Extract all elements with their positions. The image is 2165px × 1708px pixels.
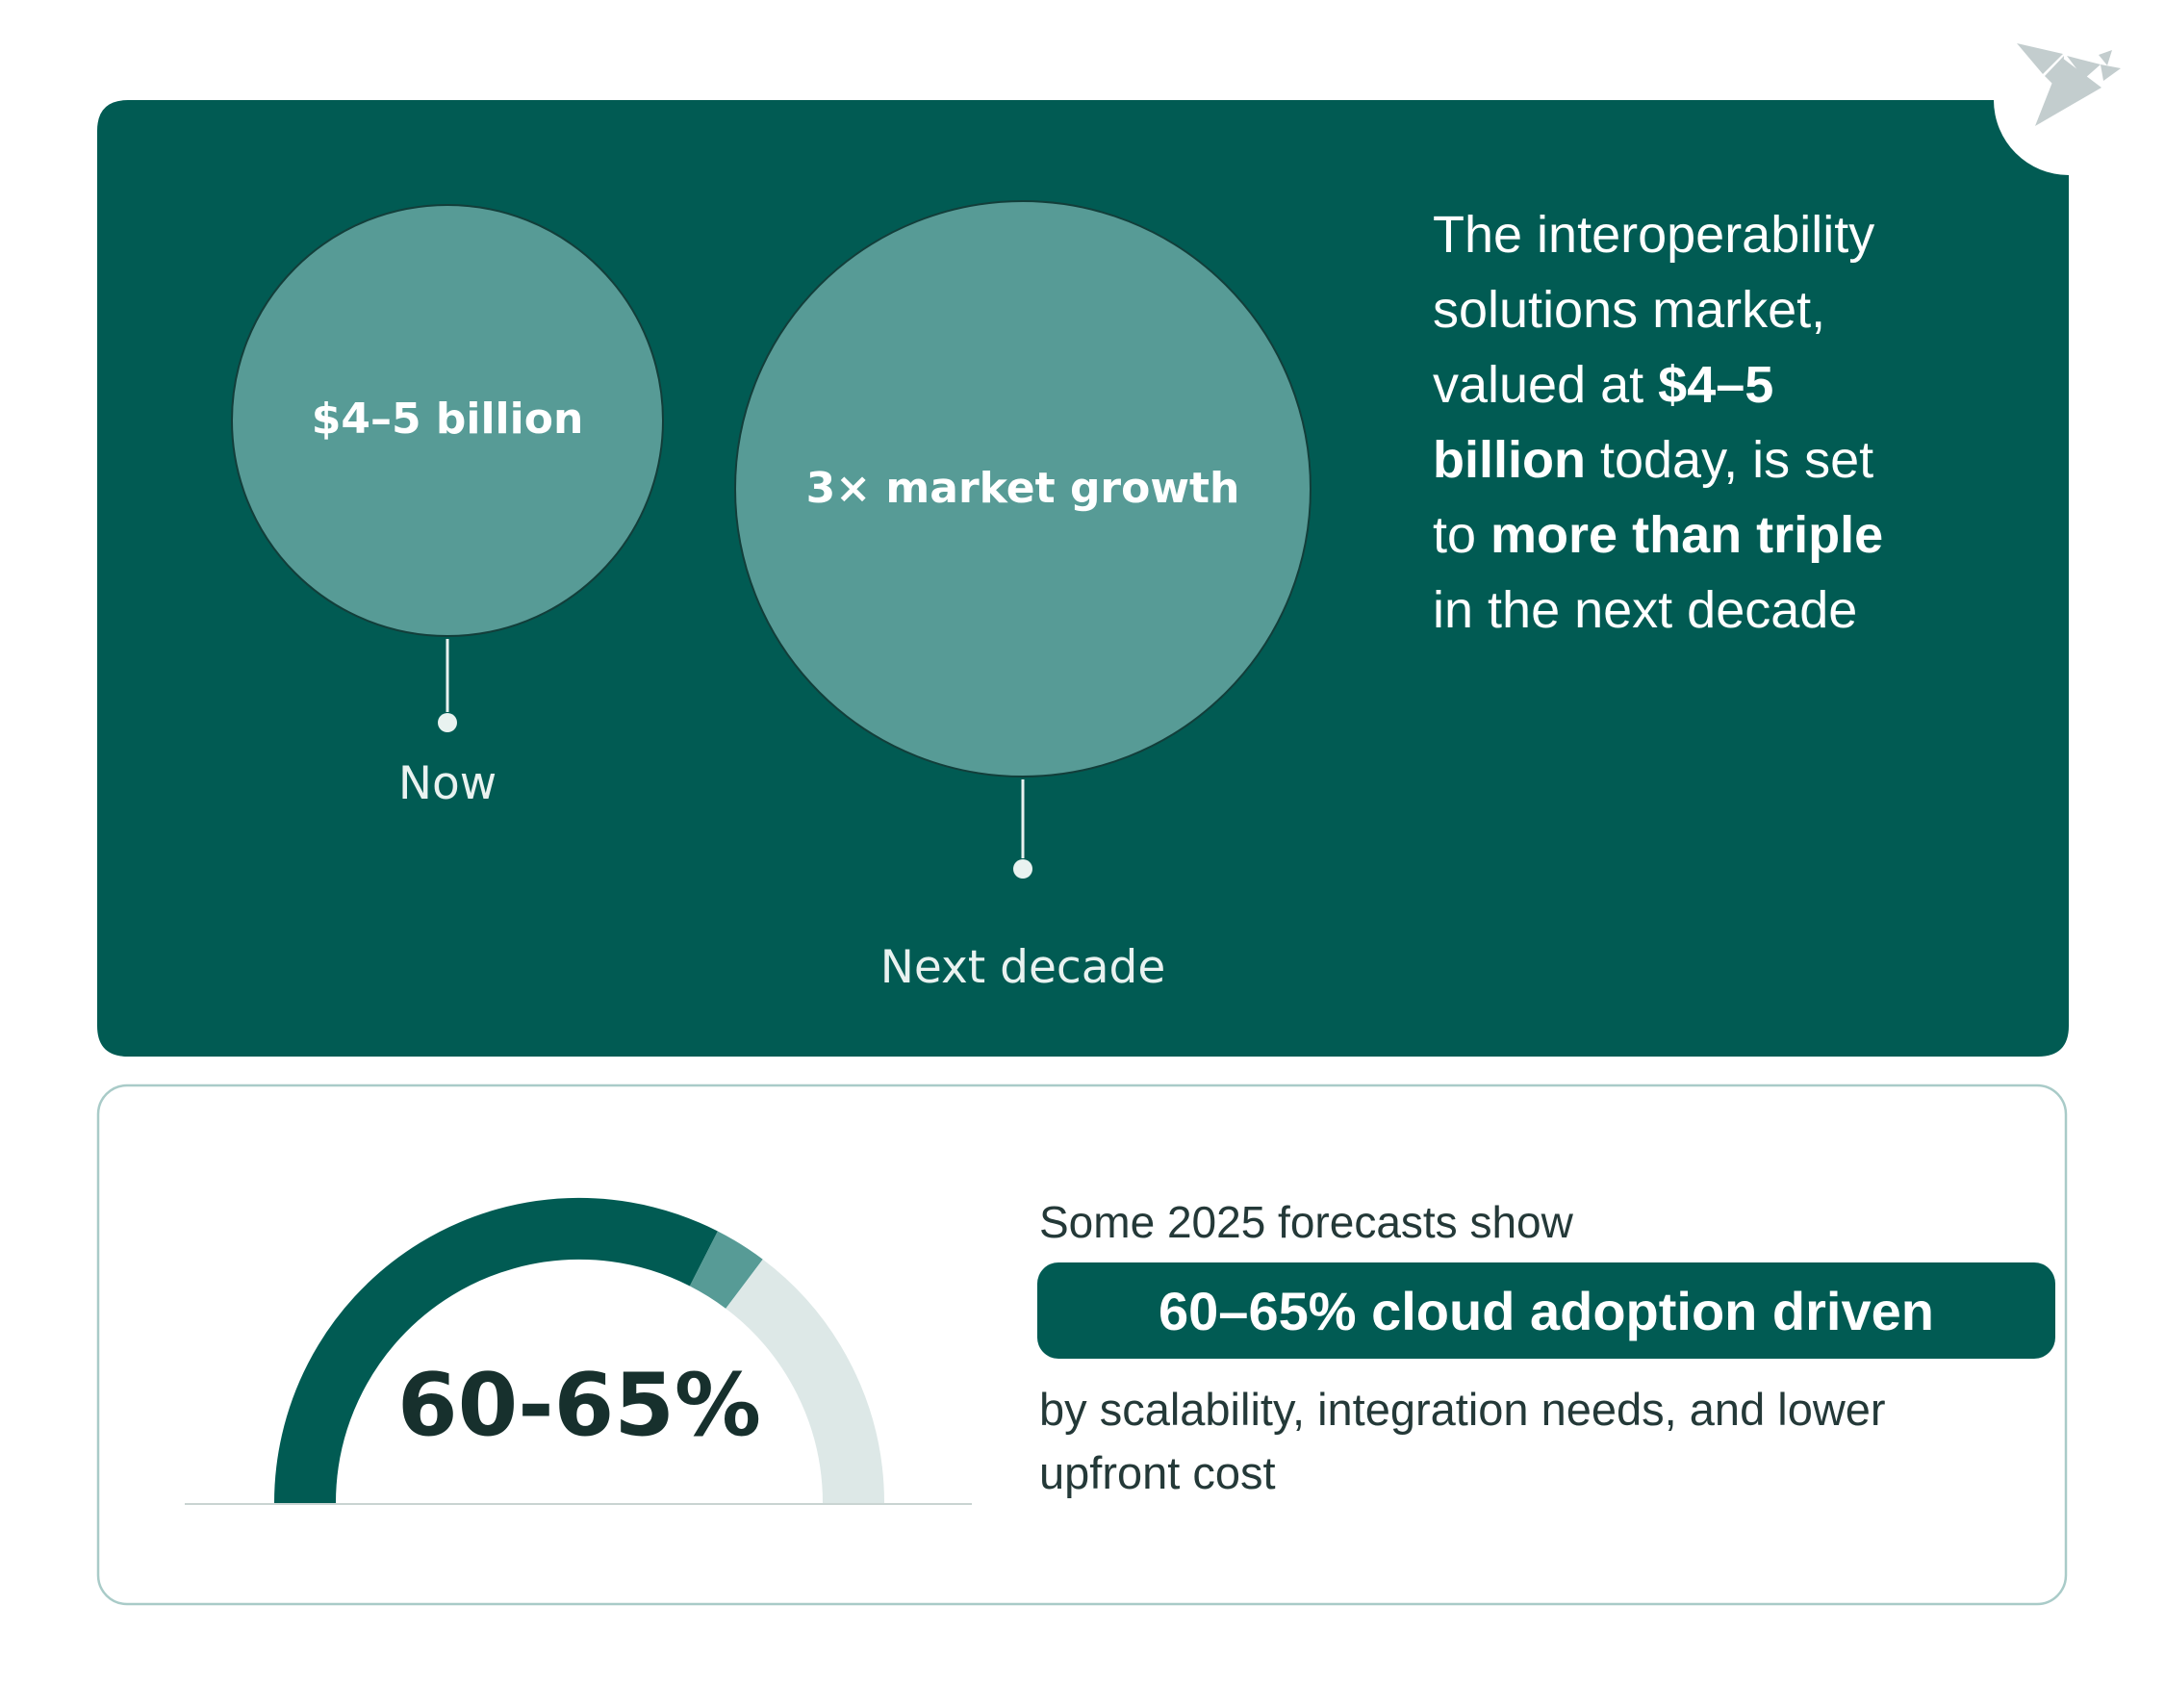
gauge-segment-remainder xyxy=(725,1259,884,1504)
origami-bird-icon xyxy=(2017,43,2121,126)
gauge-value: 60-65% xyxy=(396,1355,762,1456)
bubble-now-label: $4–5 billion xyxy=(311,395,584,444)
bubble-now xyxy=(231,204,664,637)
forecast-badge: 60–65% cloud adoption driven xyxy=(1037,1262,2055,1359)
forecast-heading: Some 2025 forecasts show xyxy=(1039,1197,1573,1247)
forecast-body: by scalability, integration needs, and l… xyxy=(1039,1384,1886,1498)
connector-next-decade-dot xyxy=(1013,859,1032,879)
market-description: The interoperability solutions market, val… xyxy=(1433,206,1884,639)
bubble-next-decade-tick-label: Next decade xyxy=(879,941,1166,994)
gauge-segment-range xyxy=(689,1231,763,1310)
gauge-segment-dark xyxy=(274,1197,718,1504)
bubble-next-decade xyxy=(734,200,1312,778)
connector-now-dot xyxy=(438,713,457,732)
bubble-now-tick-label: Now xyxy=(397,757,497,810)
bubble-next-decade-label: 3× market growth xyxy=(805,464,1240,513)
